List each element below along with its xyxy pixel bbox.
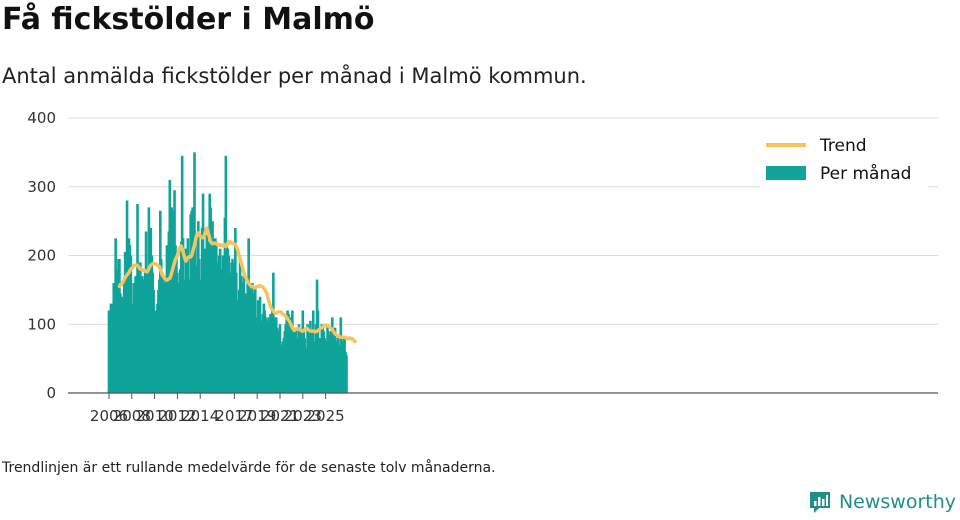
brand: Newsworthy <box>807 489 956 515</box>
y-tick-label: 400 <box>27 109 56 127</box>
newsworthy-logo-icon <box>809 492 830 513</box>
trend-line <box>117 226 357 344</box>
trend-series <box>117 226 357 344</box>
x-tick-label: 2019 <box>238 407 276 425</box>
legend-trend-label: Trend <box>819 136 867 156</box>
x-tick-label: 2008 <box>113 407 151 425</box>
x-tick-label: 2023 <box>284 407 322 425</box>
x-tick-label: 2010 <box>136 407 174 425</box>
legend-background <box>760 128 928 192</box>
brand-name: Newsworthy <box>838 491 956 513</box>
y-tick-label: 300 <box>27 178 56 196</box>
x-tick-label: 2017 <box>215 407 253 425</box>
y-axis-ticks: 0 100 200 300 400 <box>27 109 56 402</box>
legend-bar-label: Per månad <box>820 163 911 184</box>
x-tick-label: 2006 <box>90 407 128 425</box>
y-tick-label: 200 <box>27 247 56 265</box>
x-tick-label: 2021 <box>261 407 299 425</box>
chart-subtitle: Antal anmälda fickstölder per månad i Ma… <box>2 64 587 88</box>
footnote: Trendlinjen är ett rullande medelvärde f… <box>2 460 496 476</box>
y-tick-label: 0 <box>46 384 56 402</box>
x-tick-label: 2014 <box>181 407 219 425</box>
legend-bar-swatch <box>766 166 806 180</box>
page-title: Få fickstölder i Malmö <box>2 2 375 37</box>
bar <box>345 355 348 393</box>
y-tick-label: 100 <box>27 315 56 333</box>
x-tick-label: 2012 <box>158 407 196 425</box>
legend: Trend Per månad <box>760 128 928 192</box>
x-tick-label: 2025 <box>307 407 345 425</box>
bar-series <box>107 152 348 393</box>
